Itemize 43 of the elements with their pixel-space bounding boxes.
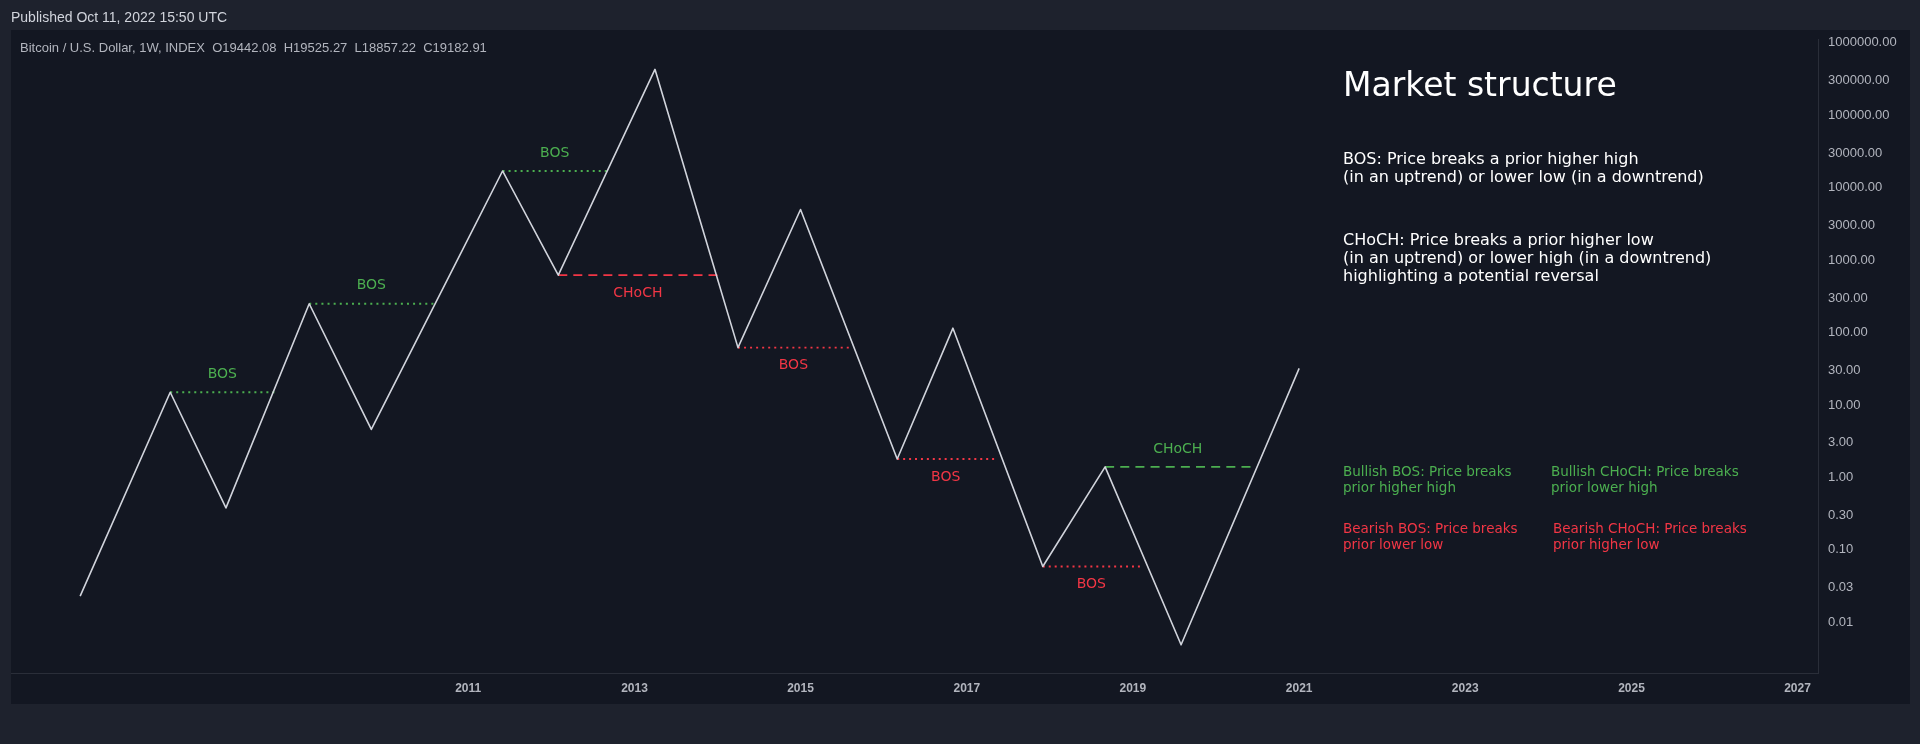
- y-tick-label: 1000.00: [1828, 251, 1875, 267]
- y-tick-label: 0.30: [1828, 506, 1854, 522]
- x-tick-label: 2019: [1119, 680, 1147, 695]
- y-tick-label: 100000.00: [1828, 106, 1890, 122]
- y-tick-label: 0.01: [1828, 613, 1854, 629]
- y-tick-label: 100.00: [1828, 324, 1868, 340]
- annotation: Bullish CHoCH: Price breaks prior lower high: [1551, 463, 1739, 495]
- y-tick-label: 30.00: [1828, 362, 1861, 378]
- y-tick-label: 300.00: [1828, 289, 1868, 305]
- series-label: BOS: [778, 356, 809, 373]
- annotation: BOS: Price breaks a prior higher high (in an uptrend) or lower low (in a downtrend): [1343, 149, 1704, 186]
- series-label: BOS: [540, 143, 570, 160]
- x-tick-label: 2021: [1285, 680, 1313, 695]
- y-tick-label: 300000.00: [1828, 72, 1890, 88]
- x-tick-label: 2013: [621, 680, 649, 695]
- text: Published Oct 11, 2022 15:50 UTC: [11, 8, 228, 26]
- x-tick-label: 2011: [455, 680, 482, 695]
- chart-subtitle: Bitcoin / U.S. Dollar, 1W, INDEX O19442.08 H19525.27 L18857.22 C19182.91: [20, 40, 487, 56]
- x-tick-label: 2023: [1451, 680, 1479, 695]
- series-label: BOS: [931, 467, 961, 484]
- text: Market structure: [1343, 65, 1617, 104]
- series-label: BOS: [1076, 575, 1107, 592]
- y-tick-label: 10000.00: [1828, 179, 1883, 195]
- annotation: Bearish CHoCH: Price breaks prior higher low: [1553, 520, 1747, 552]
- series-label: BOS: [356, 276, 387, 293]
- y-tick-label: 0.03: [1828, 579, 1854, 595]
- series-label: BOS: [207, 364, 238, 381]
- y-tick-label: 10.00: [1828, 396, 1861, 412]
- x-tick-label: 2017: [953, 680, 981, 695]
- series-label: CHoCH: [613, 283, 663, 300]
- x-tick-label: 2027: [1784, 680, 1812, 695]
- series-label: CHoCH: [1153, 439, 1203, 456]
- y-tick-label: 3.00: [1828, 434, 1854, 450]
- y-tick-label: 3000.00: [1828, 217, 1875, 233]
- y-tick-label: 30000.00: [1828, 144, 1883, 160]
- x-tick-label: 2015: [787, 680, 815, 695]
- annotation: Bullish BOS: Price breaks prior higher high: [1343, 463, 1512, 495]
- annotation: Bearish BOS: Price breaks prior lower low: [1343, 520, 1518, 552]
- y-tick-label: 0.10: [1828, 541, 1854, 557]
- annotation: CHoCH: Price breaks a prior higher low (in an uptrend) or lower high (in a downtrend) highlighting a potential reversal: [1343, 230, 1712, 285]
- y-tick-label: 1.00: [1828, 469, 1854, 485]
- x-tick-label: 2025: [1618, 680, 1646, 695]
- y-tick-label: 1000000.00: [1828, 34, 1897, 50]
